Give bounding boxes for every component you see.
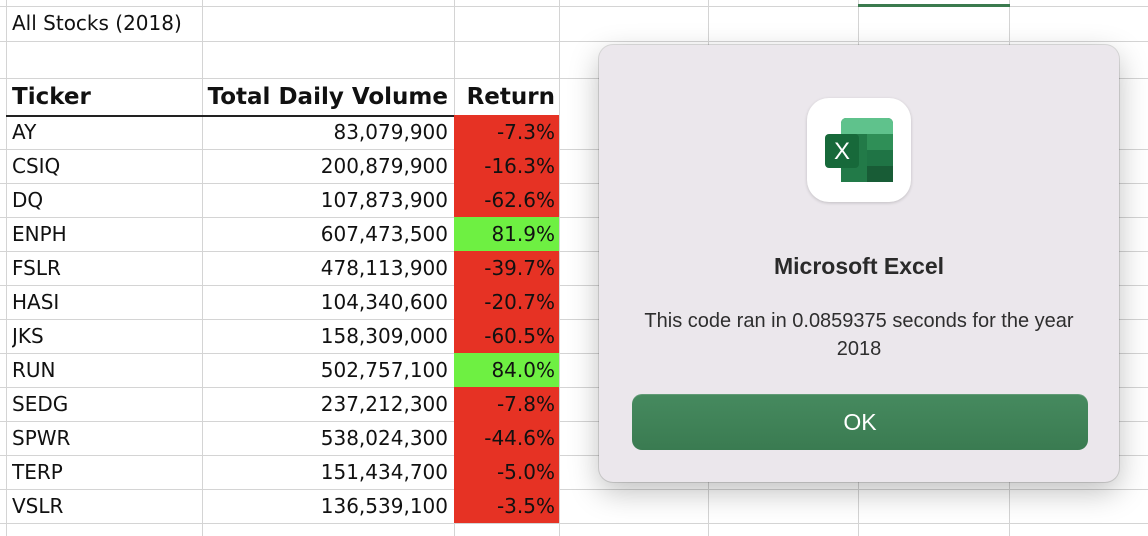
excel-icon: X — [807, 98, 911, 202]
cell-ticker[interactable]: AY — [12, 120, 37, 144]
grid-line — [0, 421, 1148, 422]
grid-line — [0, 455, 1148, 456]
cell-ticker[interactable]: HASI — [12, 290, 60, 314]
grid-line — [0, 6, 1148, 7]
cell-volume[interactable]: 607,473,500 — [320, 222, 448, 246]
grid-line — [0, 149, 1148, 150]
cell-ticker[interactable]: TERP — [12, 460, 63, 484]
cell-volume[interactable]: 83,079,900 — [333, 120, 448, 144]
grid-line — [0, 183, 1148, 184]
cell-volume[interactable]: 478,113,900 — [320, 256, 448, 280]
grid-line — [0, 78, 1148, 79]
ok-button[interactable]: OK — [632, 394, 1088, 450]
cell-volume[interactable]: 136,539,100 — [320, 494, 448, 518]
cell-ticker[interactable]: SPWR — [12, 426, 71, 450]
cell-ticker[interactable]: FSLR — [12, 256, 61, 280]
cell-volume[interactable]: 237,212,300 — [320, 392, 448, 416]
header-ticker[interactable]: Ticker — [12, 84, 91, 110]
cell-return[interactable]: -60.5% — [454, 319, 559, 353]
cell-return[interactable]: -7.3% — [454, 115, 559, 149]
cell-volume[interactable]: 200,879,900 — [320, 154, 448, 178]
cell-volume[interactable]: 107,873,900 — [320, 188, 448, 212]
cell-volume[interactable]: 502,757,100 — [320, 358, 448, 382]
cell-volume[interactable]: 151,434,700 — [320, 460, 448, 484]
alert-dialog: X Microsoft Excel This code ran in 0.085… — [599, 45, 1119, 482]
grid-line — [0, 319, 1148, 320]
cell-return[interactable]: -7.8% — [454, 387, 559, 421]
header-total-daily-volume[interactable]: Total Daily Volume — [207, 84, 448, 110]
grid-line — [0, 251, 1148, 252]
cell-volume[interactable]: 538,024,300 — [320, 426, 448, 450]
cell-return[interactable]: -62.6% — [454, 183, 559, 217]
header-underline — [6, 115, 558, 117]
grid-line — [0, 41, 1148, 42]
grid-line — [0, 387, 1148, 388]
cell-return[interactable]: -39.7% — [454, 251, 559, 285]
cell-return[interactable]: 81.9% — [454, 217, 559, 251]
cell-return[interactable]: 84.0% — [454, 353, 559, 387]
cell-return[interactable]: -44.6% — [454, 421, 559, 455]
grid-line — [6, 0, 7, 536]
header-return[interactable]: Return — [466, 84, 555, 110]
grid-line — [0, 489, 1148, 490]
cell-ticker[interactable]: CSIQ — [12, 154, 61, 178]
cell-ticker[interactable]: RUN — [12, 358, 56, 382]
cell-return[interactable]: -20.7% — [454, 285, 559, 319]
cell-volume[interactable]: 158,309,000 — [320, 324, 448, 348]
cell-ticker[interactable]: VSLR — [12, 494, 64, 518]
grid-line — [0, 353, 1148, 354]
dialog-title: Microsoft Excel — [774, 253, 944, 279]
grid-line — [0, 217, 1148, 218]
cell-ticker[interactable]: SEDG — [12, 392, 69, 416]
selected-column-indicator — [858, 4, 1010, 7]
cell-volume[interactable]: 104,340,600 — [320, 290, 448, 314]
grid-line — [0, 523, 1148, 524]
sheet-title[interactable]: All Stocks (2018) — [12, 11, 182, 35]
cell-ticker[interactable]: DQ — [12, 188, 44, 212]
cell-ticker[interactable]: ENPH — [12, 222, 67, 246]
grid-line — [202, 0, 203, 536]
cell-return[interactable]: -16.3% — [454, 149, 559, 183]
cell-return[interactable]: -5.0% — [454, 455, 559, 489]
grid-line — [0, 285, 1148, 286]
grid-line — [559, 0, 560, 536]
cell-ticker[interactable]: JKS — [12, 324, 44, 348]
cell-return[interactable]: -3.5% — [454, 489, 559, 523]
excel-icon-letter: X — [834, 138, 850, 165]
dialog-message: This code ran in 0.0859375 seconds for t… — [644, 310, 1074, 360]
